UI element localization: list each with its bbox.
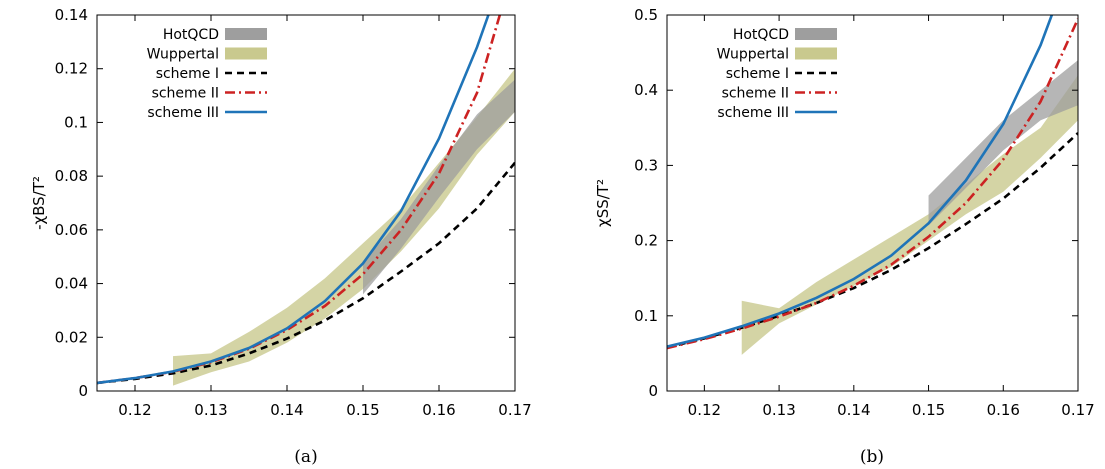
x-tick-label: 0.12 xyxy=(688,401,721,419)
x-tick-label: 0.14 xyxy=(270,401,303,419)
scheme-i-line xyxy=(667,132,1078,349)
hotqcd-band xyxy=(363,79,515,295)
scheme-iii-line xyxy=(667,15,1054,348)
x-tick-label: 0.15 xyxy=(912,401,945,419)
y-tick-label: 0.14 xyxy=(55,6,88,24)
legend-label: Wuppertal xyxy=(717,47,789,63)
x-tick-label: 0.15 xyxy=(346,401,379,419)
legend: HotQCD Wuppertal scheme I scheme II scheme I… xyxy=(717,27,837,121)
scheme-ii-line xyxy=(97,15,502,385)
wuppertal-band xyxy=(741,75,1078,355)
legend-label: scheme III xyxy=(147,105,219,121)
x-tick-label: 0.17 xyxy=(498,401,531,419)
x-tick-label: 0.17 xyxy=(1061,401,1094,419)
legend-swatch xyxy=(225,47,267,60)
legend-label: HotQCD xyxy=(733,27,789,43)
panel-a: 0.12 0.13 0.14 0.15 0.16 0.17 0 0.02 0.04 0.06 0.0… xyxy=(30,6,532,467)
y-tick-label: 0.3 xyxy=(634,156,658,174)
x-tick-label: 0.13 xyxy=(194,401,227,419)
y-tick-label: 0.04 xyxy=(55,275,88,293)
y-tick-label: 0.2 xyxy=(634,232,658,250)
wuppertal-band xyxy=(173,68,515,386)
scheme-iii-line xyxy=(97,15,490,385)
plot-frame xyxy=(666,14,1079,392)
x-tick-label: 0.13 xyxy=(762,401,795,419)
y-tick-label: 0.12 xyxy=(55,60,88,78)
legend-label: scheme III xyxy=(717,105,789,121)
legend-label: HotQCD xyxy=(163,27,219,43)
legend-label: scheme II xyxy=(152,86,219,102)
panel-caption: (b) xyxy=(860,447,884,467)
y-tick-label: 0.02 xyxy=(55,328,88,346)
legend-swatch xyxy=(795,47,837,60)
legend: HotQCD Wuppertal scheme I scheme II scheme I… xyxy=(147,27,267,121)
scheme-ii-line xyxy=(667,18,1078,350)
x-tick-label: 0.12 xyxy=(118,401,151,419)
y-tick-label: 0.06 xyxy=(55,221,88,239)
y-axis-label: χSS/T² xyxy=(594,179,612,227)
y-tick-label: 0.08 xyxy=(55,167,88,185)
panel-b: 0.12 0.13 0.14 0.15 0.16 0.17 0 0.1 0.2 0.3 0.4 0.5… xyxy=(594,6,1095,467)
legend-label: scheme I xyxy=(726,66,789,82)
y-tick-label: 0.5 xyxy=(634,6,658,24)
legend-swatch xyxy=(225,28,267,40)
legend-label: scheme I xyxy=(156,66,219,82)
x-tick-label: 0.14 xyxy=(837,401,870,419)
legend-label: Wuppertal xyxy=(147,47,219,63)
y-tick-label: 0 xyxy=(648,382,658,400)
panel-caption: (a) xyxy=(294,447,317,467)
y-tick-label: 0.4 xyxy=(634,81,658,99)
legend-label: scheme II xyxy=(722,86,789,102)
x-tick-label: 0.16 xyxy=(987,401,1020,419)
x-tick-label: 0.16 xyxy=(422,401,455,419)
y-tick-label: 0.1 xyxy=(64,113,88,131)
y-tick-label: 0.1 xyxy=(634,307,658,325)
plot-frame xyxy=(96,14,516,392)
y-axis-label: -χBS/T² xyxy=(30,176,48,230)
y-tick-label: 0 xyxy=(78,382,88,400)
legend-swatch xyxy=(795,28,837,40)
scheme-i-line xyxy=(97,161,515,385)
